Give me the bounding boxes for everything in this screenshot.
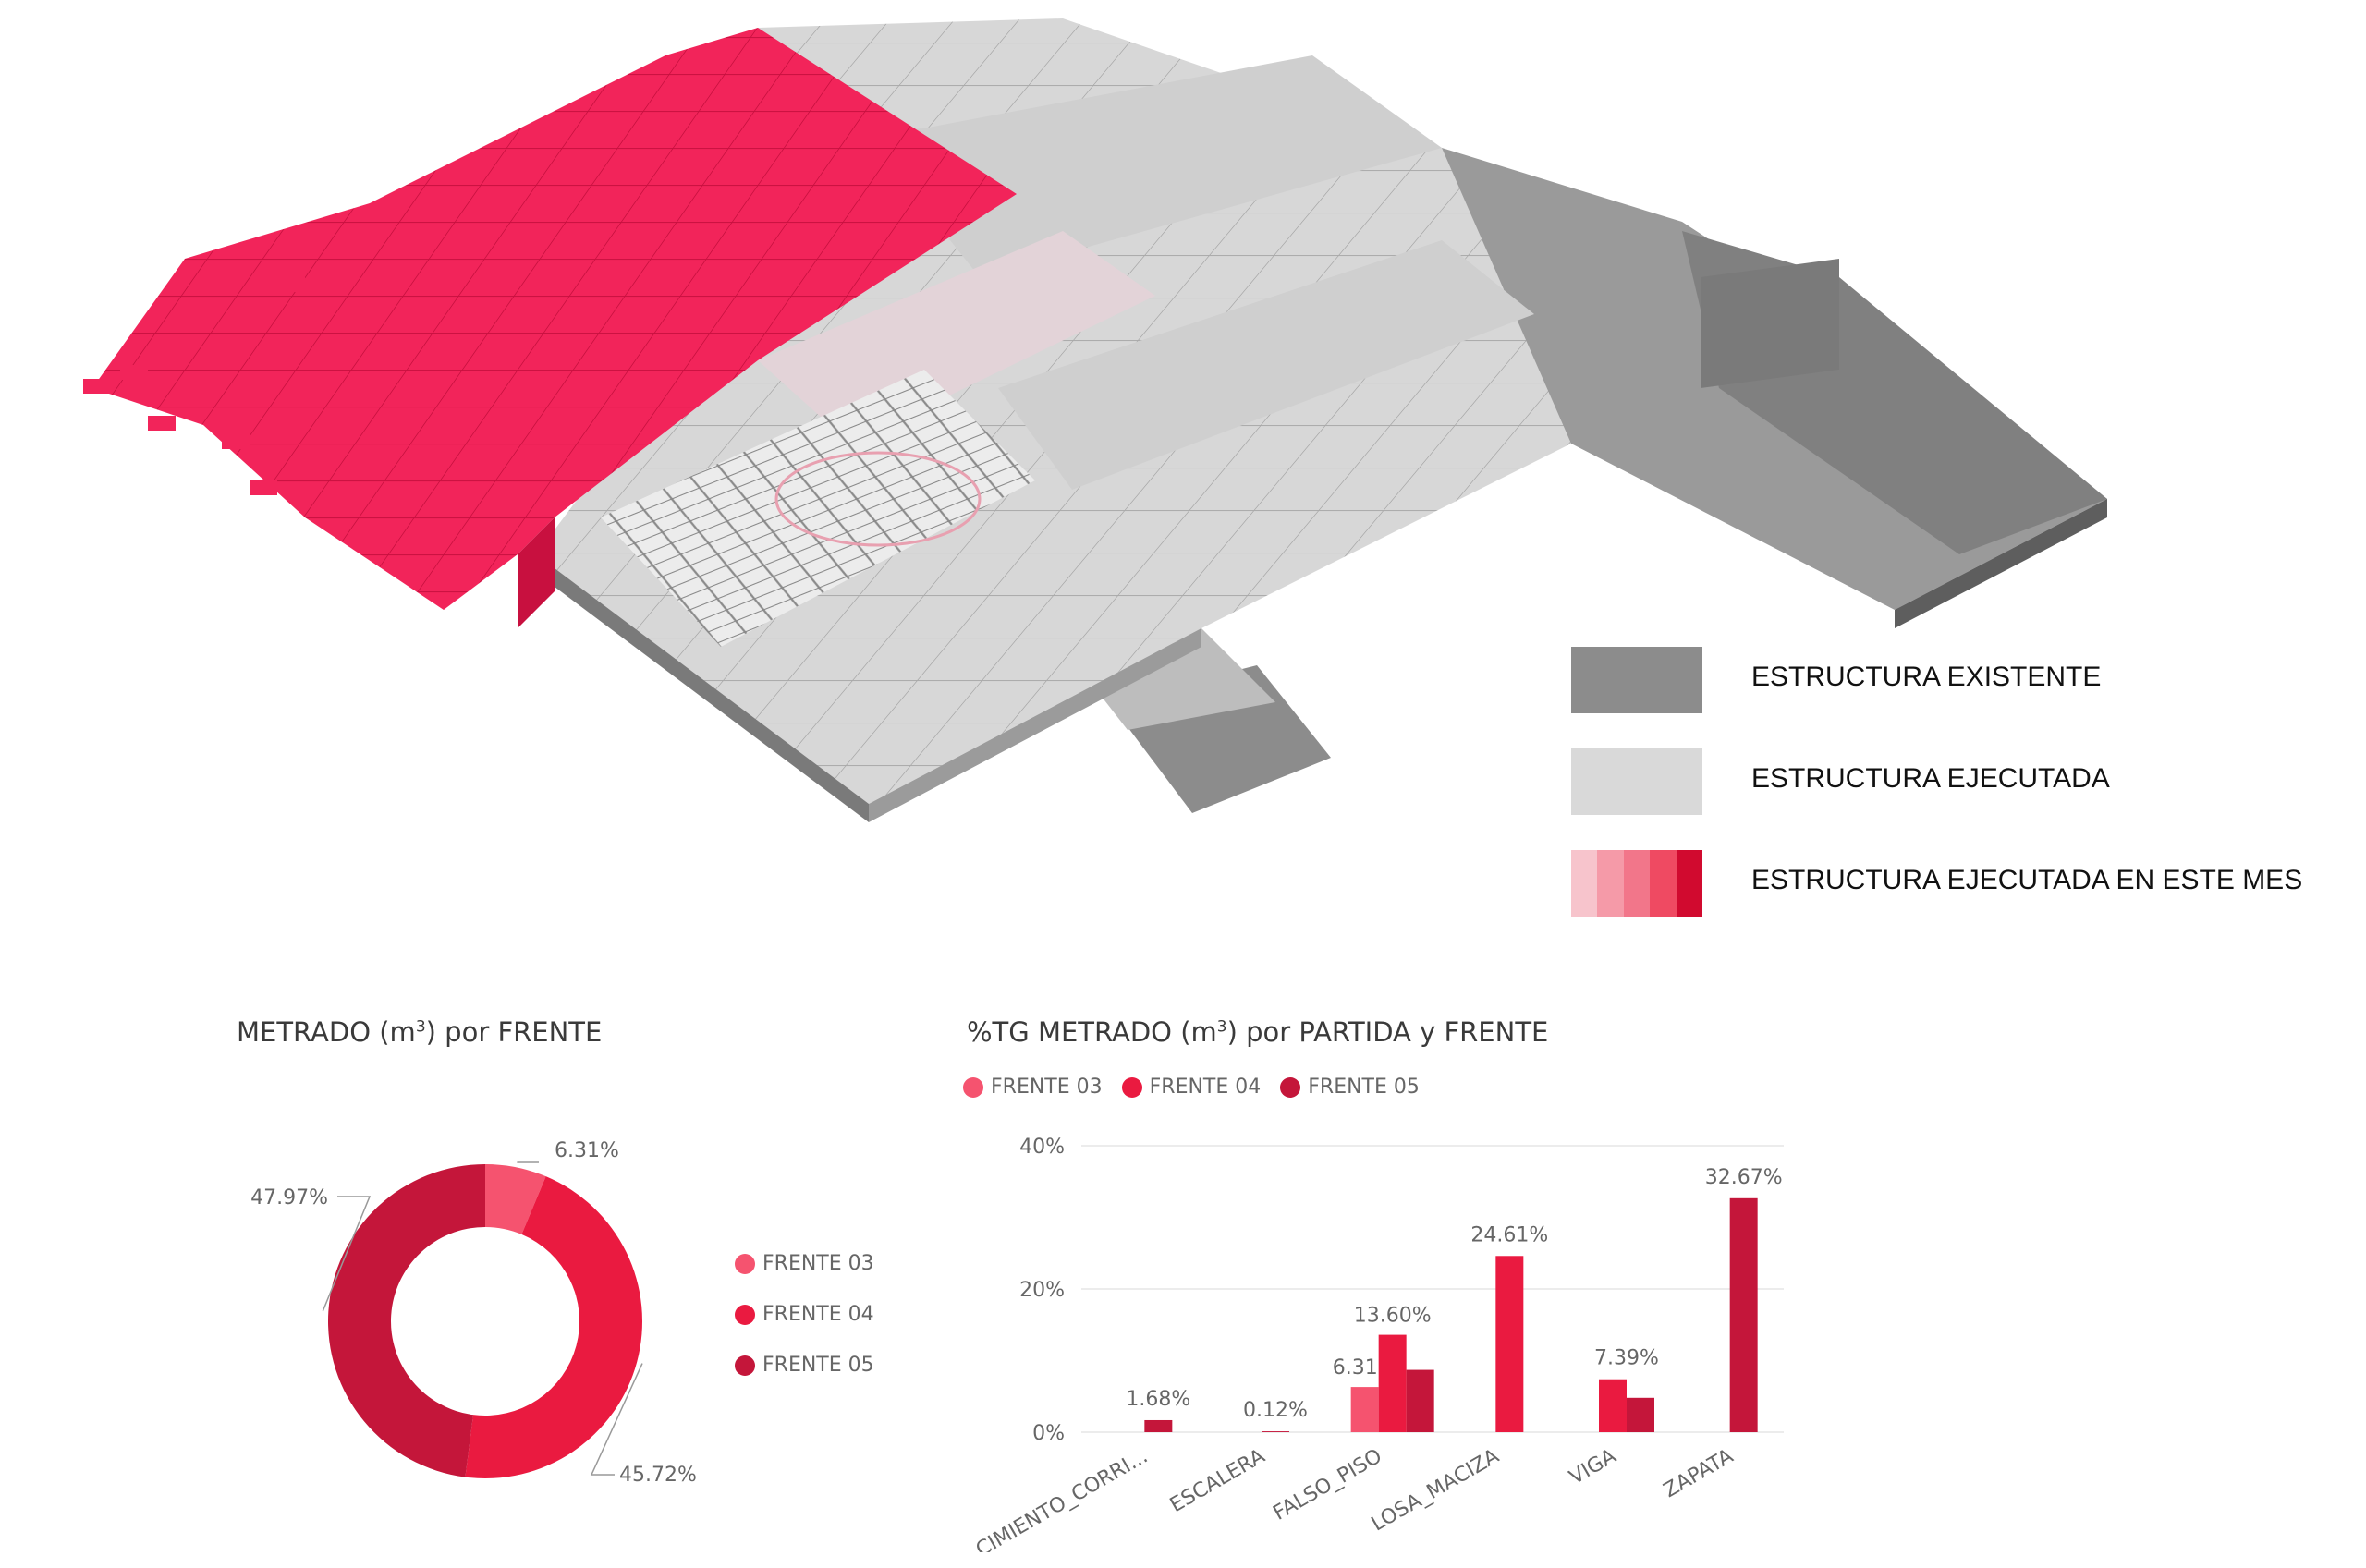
bar-data-label: 7.39% [1594,1347,1659,1370]
dot-icon [1280,1077,1301,1098]
executed-this-month-structure [83,28,1017,628]
x-tick-label: FALSO_PISO [1269,1445,1385,1525]
donut-data-label: 47.97% [250,1186,328,1209]
bar[interactable] [1495,1256,1524,1432]
y-tick-label: 40% [1019,1136,1065,1159]
x-tick-label: VIGA [1566,1445,1620,1489]
legend-swatch-existing [1571,647,1702,713]
bar-data-label: 13.60% [1354,1305,1432,1328]
donut-slice[interactable] [465,1176,643,1478]
donut-leader-line [590,1363,643,1476]
donut-chart: 6.31% 45.72% 47.97% [250,1139,697,1487]
bar-data-label: 0.12% [1243,1399,1308,1422]
dot-icon [735,1355,755,1376]
bar[interactable] [1262,1431,1289,1432]
dot-icon [735,1305,755,1325]
bar[interactable] [1406,1369,1434,1432]
donut-legend-item-frente-05[interactable]: FRENTE 05 [735,1354,874,1381]
dot-icon [963,1077,983,1098]
legend-label-existing: ESTRUCTURA EXISTENTE [1751,662,2102,692]
x-tick-label: ESCALERA [1166,1445,1269,1518]
bar-legend-item-frente-04[interactable]: FRENTE 04 [1121,1076,1261,1099]
bar-legend-item-frente-03[interactable]: FRENTE 03 [963,1076,1103,1099]
donut-chart-title: METRADO (m3) por FRENTE [237,1016,603,1048]
bar-data-label: 24.61% [1470,1223,1548,1246]
bar-data-label: 1.68% [1126,1388,1190,1411]
bar-data-label: 32.67% [1705,1166,1783,1189]
dot-icon [1121,1077,1142,1098]
legend-swatch-executed [1571,748,1702,815]
donut-data-label: 6.31% [555,1139,619,1162]
dot-icon [735,1254,755,1274]
donut-slice[interactable] [485,1164,546,1234]
y-tick-label: 0% [1032,1422,1065,1445]
donut-data-label: 45.72% [619,1464,697,1487]
legend-executed: ESTRUCTURA EJECUTADA [1571,748,2366,822]
bar-chart-title: %TG METRADO (m3) por PARTIDA y FRENTE [967,1016,1549,1048]
bar[interactable] [1627,1397,1654,1432]
x-tick-label: CIMIENTO_CORRI... [972,1445,1153,1552]
donut-leader-line [517,1161,539,1163]
donut-legend-item-frente-03[interactable]: FRENTE 03 [735,1252,874,1280]
legend-swatch-gradient [1571,850,1703,917]
bar[interactable] [1378,1334,1407,1432]
legend-executed-month: ESTRUCTURA EJECUTADA EN ESTE MES [1571,850,2366,924]
y-tick-label: 20% [1019,1279,1065,1302]
donut-slice[interactable] [327,1164,485,1477]
bar[interactable] [1599,1379,1627,1432]
bar[interactable] [1729,1197,1758,1432]
structure-3d-model [83,18,2107,822]
existing-structure [1063,148,2107,813]
bar[interactable] [1350,1387,1379,1432]
executed-structure [536,18,1571,822]
bar[interactable] [1144,1419,1173,1432]
donut-leader-line [322,1196,372,1312]
x-tick-label: LOSA_MACIZA [1368,1445,1504,1537]
bar-legend-item-frente-05[interactable]: FRENTE 05 [1280,1076,1420,1099]
bar-chart: 0% 20% 40% 1.68% CIMIENTO_CORRI... 0.12% ESCAL… [972,1136,1784,1552]
legend-label-executed: ESTRUCTURA EJECUTADA [1751,763,2110,794]
legend-label-executed-month: ESTRUCTURA EJECUTADA EN ESTE MES [1751,865,2303,895]
bar-legend: FRENTE 03 FRENTE 04 FRENTE 05 [963,1076,1433,1099]
x-tick-label: ZAPATA [1660,1445,1738,1503]
donut-legend-item-frente-04[interactable]: FRENTE 04 [735,1303,874,1331]
legend-existing: ESTRUCTURA EXISTENTE [1571,647,2366,721]
